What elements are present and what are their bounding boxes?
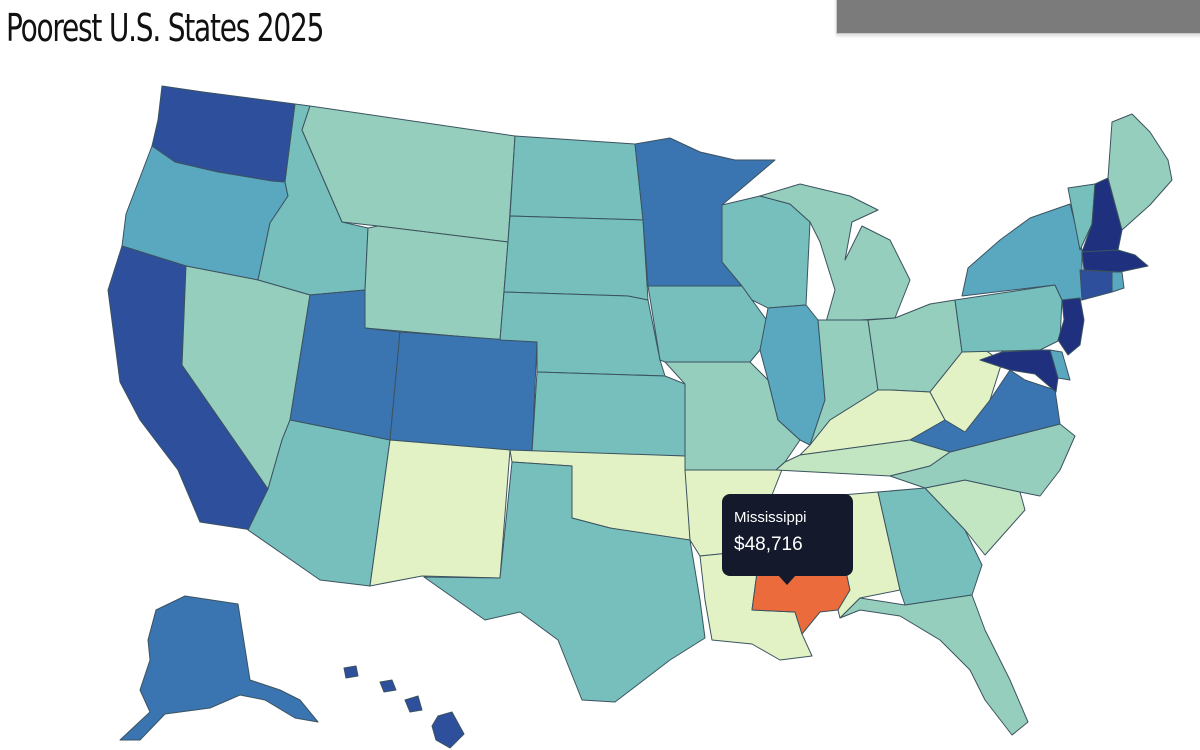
state-alaska[interactable] [119,595,319,741]
state-kansas[interactable] [531,371,686,457]
state-new-york[interactable] [961,203,1083,301]
state-north-dakota[interactable] [509,135,644,221]
state-south-dakota[interactable] [503,215,649,301]
state-hawaii[interactable] [343,665,465,749]
state-michigan[interactable] [759,183,911,323]
page-title: Poorest U.S. States 2025 [6,6,324,50]
state-connecticut[interactable] [1079,269,1113,301]
state-wyoming[interactable] [364,225,509,341]
state-new-jersey[interactable] [1057,297,1085,356]
state-missouri[interactable] [664,361,801,471]
tooltip-state-name: Mississippi [734,509,807,526]
state-texas[interactable] [423,461,706,703]
state-rhode-island[interactable] [1111,271,1125,293]
top-panel [836,0,1200,34]
state-colorado[interactable] [389,331,538,453]
state-massachusetts[interactable] [1081,249,1149,273]
state-new-mexico[interactable] [369,439,511,587]
state-maryland[interactable] [979,349,1059,393]
state-maine[interactable] [1107,113,1173,231]
state-illinois[interactable] [759,304,826,446]
tooltip-state-value: $48,716 [734,534,803,555]
state-florida[interactable] [839,594,1029,736]
state-tooltip: Mississippi $48,716 [722,494,853,585]
